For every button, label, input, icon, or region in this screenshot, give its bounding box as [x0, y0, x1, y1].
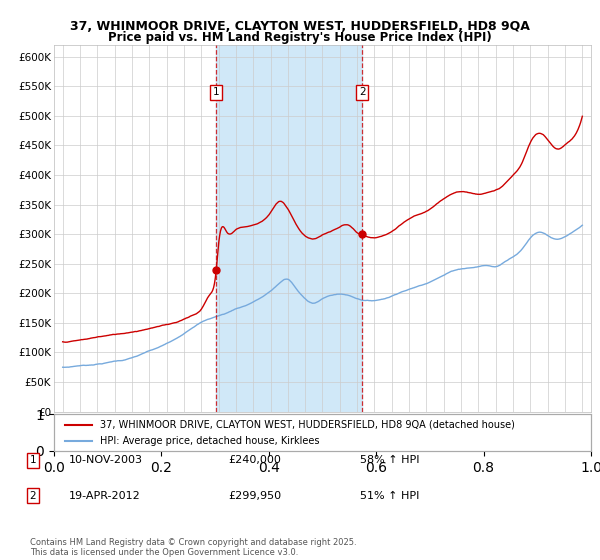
- Bar: [216, 45, 362, 412]
- Text: 1: 1: [29, 455, 37, 465]
- Text: 37, WHINMOOR DRIVE, CLAYTON WEST, HUDDERSFIELD, HD8 9QA: 37, WHINMOOR DRIVE, CLAYTON WEST, HUDDER…: [70, 20, 530, 32]
- Text: 10-NOV-2003: 10-NOV-2003: [69, 455, 143, 465]
- Text: HPI: Average price, detached house, Kirklees: HPI: Average price, detached house, Kirk…: [100, 436, 319, 446]
- Text: 37, WHINMOOR DRIVE, CLAYTON WEST, HUDDERSFIELD, HD8 9QA (detached house): 37, WHINMOOR DRIVE, CLAYTON WEST, HUDDER…: [100, 419, 515, 430]
- Text: 19-APR-2012: 19-APR-2012: [69, 491, 141, 501]
- Text: £299,950: £299,950: [228, 491, 281, 501]
- Text: 1: 1: [213, 87, 220, 97]
- Text: 2: 2: [359, 87, 365, 97]
- Text: 51% ↑ HPI: 51% ↑ HPI: [360, 491, 419, 501]
- Text: Contains HM Land Registry data © Crown copyright and database right 2025.
This d: Contains HM Land Registry data © Crown c…: [30, 538, 356, 557]
- Text: 58% ↑ HPI: 58% ↑ HPI: [360, 455, 419, 465]
- Text: Price paid vs. HM Land Registry's House Price Index (HPI): Price paid vs. HM Land Registry's House …: [108, 31, 492, 44]
- Text: 2: 2: [29, 491, 37, 501]
- Text: £240,000: £240,000: [228, 455, 281, 465]
